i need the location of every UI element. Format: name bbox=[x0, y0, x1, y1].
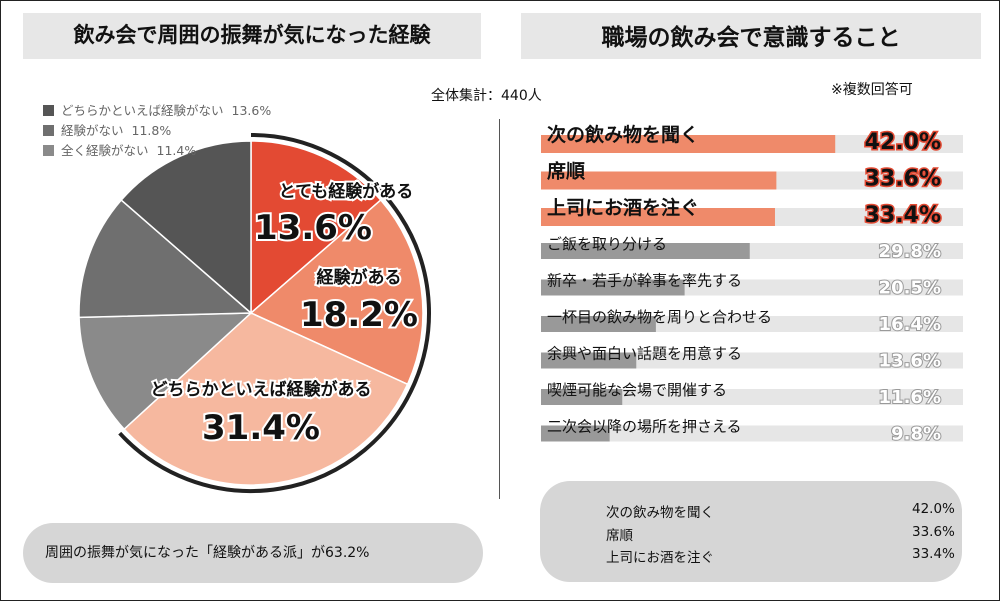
bar-category-label: 次の飲み物を聞く bbox=[547, 123, 699, 146]
left-summary-text: 周囲の振舞が気になった「経験がある派」が63.2% bbox=[45, 545, 370, 561]
summary-value: 33.4% bbox=[912, 546, 955, 562]
pie-legend: どちらかといえば経験がない 13.6% 経験がない 11.8% 全く経験がない 11.… bbox=[43, 101, 271, 161]
legend-item: 経験がない 11.8% bbox=[43, 121, 271, 141]
pie-slice bbox=[78, 199, 253, 319]
bar-track bbox=[541, 389, 963, 405]
bar bbox=[541, 425, 610, 442]
legend-swatch bbox=[43, 125, 54, 136]
bar bbox=[541, 316, 656, 332]
pie-slice-value: 13.6% bbox=[254, 208, 372, 248]
pie-slice-label: 経験がある bbox=[317, 267, 402, 288]
pie-slice-value: 31.4% bbox=[202, 408, 320, 448]
left-chart-title: 飲み会で周囲の振舞が気になった経験 bbox=[73, 23, 431, 47]
total-respondents: 全体集計：440人 bbox=[431, 88, 542, 104]
bar-category-label: 新卒・若手が幹事を率先する bbox=[547, 272, 742, 290]
summary-value: 33.6% bbox=[912, 524, 955, 540]
bar-value-label: 11.6% bbox=[879, 387, 941, 408]
legend-swatch bbox=[43, 145, 54, 156]
experienced-outline-arc bbox=[118, 133, 431, 493]
bar-category-label: 余興や面白い話題を用意する bbox=[547, 345, 742, 363]
right-title-box: 職場の飲み会で意識すること bbox=[521, 13, 981, 59]
pie-slice bbox=[123, 312, 409, 486]
multiple-answer-note: ※複数回答可 bbox=[831, 82, 913, 98]
bar-track bbox=[541, 425, 963, 442]
legend-item: 全く経験がない 11.4% bbox=[43, 141, 271, 161]
bar-track bbox=[541, 352, 963, 369]
legend-label: 全く経験がない bbox=[61, 143, 149, 158]
bar bbox=[541, 208, 775, 226]
bar bbox=[541, 171, 777, 190]
bar-value-label: 9.8% bbox=[891, 424, 941, 445]
summary-label: 上司にお酒を注ぐ bbox=[606, 550, 714, 566]
summary-value: 42.0% bbox=[912, 501, 955, 517]
pie-slice bbox=[78, 312, 253, 431]
left-title-box: 飲み会で周囲の振舞が気になった経験 bbox=[23, 13, 481, 59]
pie-slice bbox=[249, 199, 424, 386]
bar-value-label: 16.4% bbox=[879, 314, 941, 335]
summary-row: 席順 33.6% bbox=[606, 524, 955, 544]
legend-value: 11.8% bbox=[131, 123, 172, 138]
bar-category-label: 席順 bbox=[547, 160, 586, 183]
bar-category-label: 一杯目の飲み物を周りと合わせる bbox=[547, 308, 772, 326]
bar-value-label: 29.8% bbox=[879, 241, 941, 262]
pie-slice-value: 18.2% bbox=[300, 295, 418, 335]
bar-category-label: 二次会以降の場所を押さえる bbox=[547, 418, 742, 436]
bar-category-label: 上司にお酒を注ぐ bbox=[547, 196, 699, 219]
legend-value: 11.4% bbox=[156, 143, 197, 158]
legend-swatch bbox=[43, 105, 54, 116]
summary-row: 次の飲み物を聞く 42.0% bbox=[606, 501, 955, 521]
pie-slice bbox=[120, 140, 252, 315]
bar bbox=[541, 279, 685, 296]
summary-row: 上司にお酒を注ぐ 33.4% bbox=[606, 546, 955, 566]
divider bbox=[499, 119, 500, 499]
right-summary-box: 次の飲み物を聞く 42.0% 席順 33.6% 上司にお酒を注ぐ 33.4% bbox=[540, 481, 962, 582]
summary-label: 次の飲み物を聞く bbox=[606, 505, 714, 521]
legend-label: 経験がない bbox=[61, 123, 124, 138]
bar bbox=[541, 243, 750, 259]
right-chart-title: 職場の飲み会で意識すること bbox=[601, 25, 901, 51]
legend-value: 13.6% bbox=[231, 103, 272, 118]
pie-slice-label: どちらかといえば経験がある bbox=[151, 379, 372, 400]
bar bbox=[541, 352, 637, 369]
pie-slice bbox=[250, 140, 382, 315]
bar bbox=[541, 135, 836, 153]
bar-value-label: 20.5% bbox=[879, 278, 941, 299]
bar-category-label: ご飯を取り分ける bbox=[547, 235, 667, 253]
summary-label: 席順 bbox=[606, 528, 633, 544]
bar-value-label: 13.6% bbox=[879, 351, 941, 372]
bar bbox=[541, 389, 623, 405]
bar-value-label: 42.0% bbox=[865, 130, 941, 155]
bar-value-label: 33.4% bbox=[865, 203, 941, 228]
pie-slice-label: とても経験がある bbox=[279, 181, 414, 202]
legend-label: どちらかといえば経験がない bbox=[61, 103, 224, 118]
bar-category-label: 喫煙可能な会場で開催する bbox=[547, 381, 727, 399]
legend-item: どちらかといえば経験がない 13.6% bbox=[43, 101, 271, 121]
bar-value-label: 33.6% bbox=[865, 167, 941, 192]
left-summary-box: 周囲の振舞が気になった「経験がある派」が63.2% bbox=[23, 523, 483, 583]
